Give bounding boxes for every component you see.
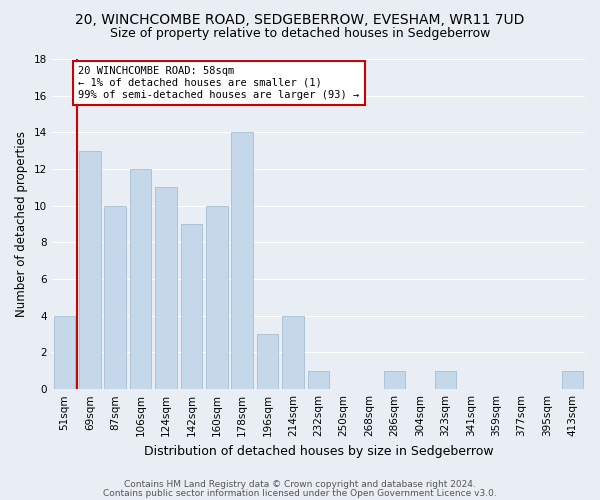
Bar xyxy=(562,371,583,389)
X-axis label: Distribution of detached houses by size in Sedgeberrow: Distribution of detached houses by size … xyxy=(143,444,493,458)
Text: Contains public sector information licensed under the Open Government Licence v3: Contains public sector information licen… xyxy=(103,488,497,498)
Bar xyxy=(130,169,151,389)
Bar xyxy=(181,224,202,389)
Bar xyxy=(206,206,227,389)
Bar xyxy=(434,371,456,389)
Text: Contains HM Land Registry data © Crown copyright and database right 2024.: Contains HM Land Registry data © Crown c… xyxy=(124,480,476,489)
Bar xyxy=(104,206,126,389)
Bar xyxy=(232,132,253,389)
Bar xyxy=(53,316,75,389)
Bar xyxy=(79,150,101,389)
Text: Size of property relative to detached houses in Sedgeberrow: Size of property relative to detached ho… xyxy=(110,26,490,40)
Bar xyxy=(384,371,406,389)
Text: 20 WINCHCOMBE ROAD: 58sqm
← 1% of detached houses are smaller (1)
99% of semi-de: 20 WINCHCOMBE ROAD: 58sqm ← 1% of detach… xyxy=(79,66,359,100)
Bar xyxy=(257,334,278,389)
Y-axis label: Number of detached properties: Number of detached properties xyxy=(15,131,28,317)
Bar xyxy=(308,371,329,389)
Bar xyxy=(282,316,304,389)
Bar xyxy=(155,188,177,389)
Text: 20, WINCHCOMBE ROAD, SEDGEBERROW, EVESHAM, WR11 7UD: 20, WINCHCOMBE ROAD, SEDGEBERROW, EVESHA… xyxy=(76,12,524,26)
